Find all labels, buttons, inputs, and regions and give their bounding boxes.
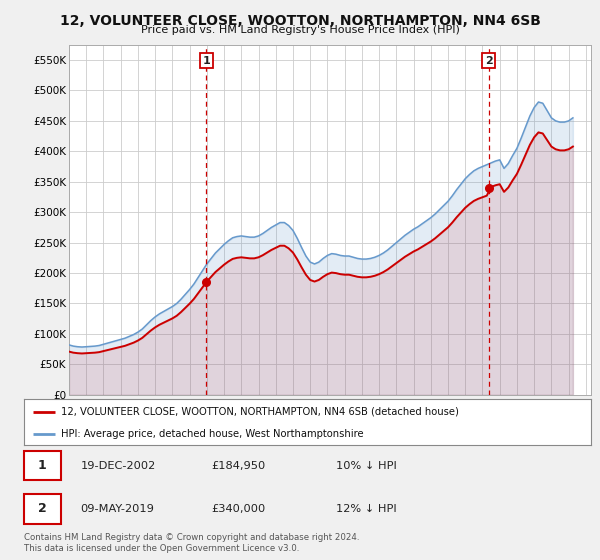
Text: 12, VOLUNTEER CLOSE, WOOTTON, NORTHAMPTON, NN4 6SB (detached house): 12, VOLUNTEER CLOSE, WOOTTON, NORTHAMPTO… [61, 407, 459, 417]
Text: 12% ↓ HPI: 12% ↓ HPI [336, 504, 397, 514]
Text: 12, VOLUNTEER CLOSE, WOOTTON, NORTHAMPTON, NN4 6SB: 12, VOLUNTEER CLOSE, WOOTTON, NORTHAMPTO… [59, 14, 541, 28]
Text: 09-MAY-2019: 09-MAY-2019 [80, 504, 155, 514]
Text: HPI: Average price, detached house, West Northamptonshire: HPI: Average price, detached house, West… [61, 429, 364, 438]
Text: Price paid vs. HM Land Registry's House Price Index (HPI): Price paid vs. HM Land Registry's House … [140, 25, 460, 35]
Text: 2: 2 [38, 502, 47, 515]
Text: £340,000: £340,000 [211, 504, 265, 514]
FancyBboxPatch shape [24, 451, 61, 480]
Text: £184,950: £184,950 [211, 461, 265, 471]
FancyBboxPatch shape [24, 494, 61, 524]
Text: 1: 1 [202, 55, 210, 66]
Text: Contains HM Land Registry data © Crown copyright and database right 2024.
This d: Contains HM Land Registry data © Crown c… [24, 533, 359, 553]
Text: 19-DEC-2002: 19-DEC-2002 [80, 461, 156, 471]
Text: 1: 1 [38, 459, 47, 473]
Text: 2: 2 [485, 55, 493, 66]
Text: 10% ↓ HPI: 10% ↓ HPI [336, 461, 397, 471]
